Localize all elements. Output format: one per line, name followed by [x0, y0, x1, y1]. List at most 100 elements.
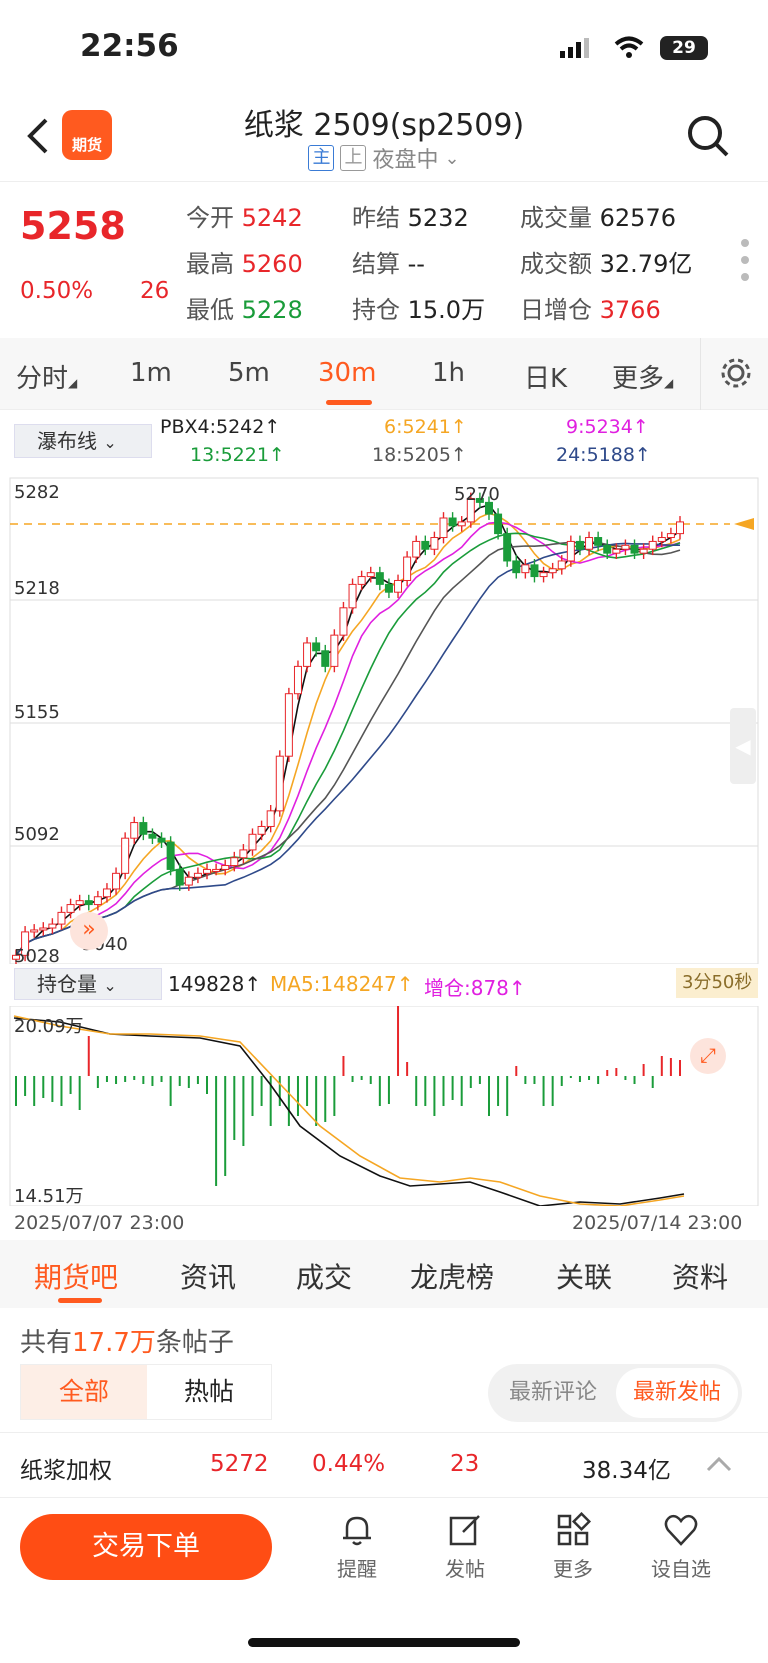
tab-5m[interactable]: 5m — [228, 358, 270, 388]
settle-field: 结算 -- — [352, 250, 425, 278]
ma-line — [15, 512, 681, 956]
candle — [466, 497, 475, 523]
candle — [457, 521, 466, 527]
tab-dragon-tiger[interactable]: 龙虎榜 — [410, 1261, 495, 1294]
content-tab-indicator — [58, 1298, 102, 1303]
candle — [102, 888, 111, 898]
candle — [284, 693, 293, 757]
chevron-up-icon[interactable] — [706, 1455, 732, 1473]
weighted-quote-bar[interactable]: 纸浆加权 5272 0.44% 23 38.34亿 — [0, 1432, 768, 1498]
candle — [475, 497, 484, 503]
price-axis-label: 5092 — [14, 824, 60, 845]
tab-1h[interactable]: 1h — [432, 358, 466, 388]
candle-timer: 3分50秒 — [676, 968, 759, 998]
more-vertical-icon[interactable] — [740, 238, 750, 282]
price-axis-label: 5282 — [14, 482, 60, 503]
header: 期货 纸浆 2509(sp2509) 主 上 夜盘中 ⌄ — [0, 96, 768, 182]
sort-latest-comment[interactable]: 最新评论 — [508, 1380, 597, 1405]
add-watchlist-button[interactable]: 设自选 — [636, 1512, 726, 1582]
candle — [312, 642, 321, 652]
open-interest-chart[interactable]: 20.09万 14.51万 ⤢ — [0, 1005, 768, 1207]
pbx4-value: PBX4:5242↑ — [160, 416, 281, 438]
candle — [648, 540, 657, 550]
post-filter: 全部 热帖 — [20, 1364, 272, 1420]
oi-selector[interactable]: 持仓量 ⌄ — [14, 968, 162, 1000]
page-title: 纸浆 2509(sp2509) — [243, 108, 525, 143]
back-icon[interactable] — [26, 118, 50, 154]
candle — [521, 564, 530, 574]
open-field: 今开 5242 — [186, 204, 303, 232]
post-count: 共有17.7万条帖子 — [20, 1328, 234, 1358]
candle — [130, 822, 139, 839]
time-axis: 2025/07/07 23:00 2025/07/14 23:00 — [0, 1210, 768, 1238]
tab-news[interactable]: 资讯 — [180, 1261, 237, 1294]
tab-futures-forum[interactable]: 期货吧 — [34, 1261, 119, 1294]
candle — [84, 900, 93, 906]
candle — [139, 822, 148, 835]
exchange-tag: 上 — [340, 145, 367, 171]
candle — [484, 501, 493, 515]
status-bar: 22:56 29 — [0, 0, 768, 96]
trade-order-button[interactable]: 交易下单 — [20, 1514, 272, 1580]
candle — [157, 837, 166, 843]
oi-axis-bottom: 14.51万 — [14, 1186, 84, 1207]
tab-trades[interactable]: 成交 — [296, 1261, 353, 1294]
more-button[interactable]: 更多 — [528, 1511, 618, 1582]
indicator-selector[interactable]: 瀑布线 ⌄ — [14, 424, 152, 458]
fullscreen-icon[interactable]: ⤢ — [690, 1038, 726, 1074]
filter-all[interactable]: 全部 — [21, 1365, 147, 1419]
filter-hot[interactable]: 热帖 — [183, 1377, 234, 1406]
candle — [257, 825, 266, 835]
candle — [375, 572, 384, 585]
candle — [557, 560, 566, 570]
remind-button[interactable]: 提醒 — [312, 1512, 402, 1582]
amount-field: 成交额 32.79亿 — [520, 250, 693, 278]
weighted-name: 纸浆加权 — [20, 1458, 112, 1484]
settings-button[interactable] — [700, 338, 768, 410]
tab-related[interactable]: 关联 — [556, 1261, 613, 1294]
tab-more[interactable]: 更多◢ — [612, 364, 674, 394]
candle — [21, 931, 30, 956]
sort-toggle: 最新评论 最新发帖 — [488, 1364, 742, 1422]
sort-latest-post[interactable]: 最新发帖 — [616, 1368, 738, 1418]
candle — [575, 540, 584, 550]
candle — [448, 517, 457, 527]
daily-oi-change-field: 日增仓 3766 — [520, 296, 661, 324]
weighted-change: 23 — [450, 1451, 480, 1477]
wifi-icon — [614, 36, 644, 58]
price-axis-label: 5028 — [14, 946, 60, 967]
home-indicator — [248, 1638, 520, 1647]
tab-30m[interactable]: 30m — [318, 358, 377, 388]
tab-1m[interactable]: 1m — [130, 358, 172, 388]
session-selector[interactable]: 主 上 夜盘中 ⌄ — [250, 142, 518, 174]
date-end: 2025/07/14 23:00 — [572, 1212, 743, 1234]
candlestick-chart[interactable]: 5282 5218 5155 5092 5028 5270 5040 » ◀ — [0, 476, 768, 967]
collapse-panel-handle[interactable]: ◀ — [730, 708, 756, 784]
price-axis-label: 5218 — [14, 578, 60, 599]
post-button[interactable]: 发帖 — [420, 1512, 510, 1582]
tab-profile[interactable]: 资料 — [672, 1261, 729, 1294]
candle — [93, 896, 102, 906]
candle — [503, 533, 512, 562]
oi-line — [13, 1017, 685, 1207]
prev-settle-field: 昨结 5232 — [352, 204, 469, 232]
candle — [248, 833, 257, 851]
candle — [30, 929, 39, 933]
tab-timeshare[interactable]: 分时◢ — [16, 364, 78, 394]
main-contract-tag: 主 — [308, 145, 335, 171]
candle — [193, 872, 202, 878]
tab-daily-k[interactable]: 日K — [524, 364, 568, 394]
high-annotation: 5270 — [454, 484, 500, 505]
candle — [57, 911, 66, 925]
candle — [12, 954, 20, 960]
last-price-marker — [734, 518, 754, 530]
search-icon[interactable] — [686, 114, 730, 158]
ma-legend: 瀑布线 ⌄ PBX4:5242↑ 6:5241↑ 9:5234↑ 13:5221… — [0, 412, 768, 476]
candle — [339, 607, 348, 636]
candle — [75, 900, 84, 906]
candle — [184, 876, 193, 886]
signal-icon — [560, 38, 589, 58]
candle — [639, 548, 648, 554]
expand-arrows-icon[interactable]: » — [70, 912, 108, 950]
quote-panel: 5258 0.50% 26 今开 5242 昨结 5232 成交量 62576 … — [0, 182, 768, 338]
